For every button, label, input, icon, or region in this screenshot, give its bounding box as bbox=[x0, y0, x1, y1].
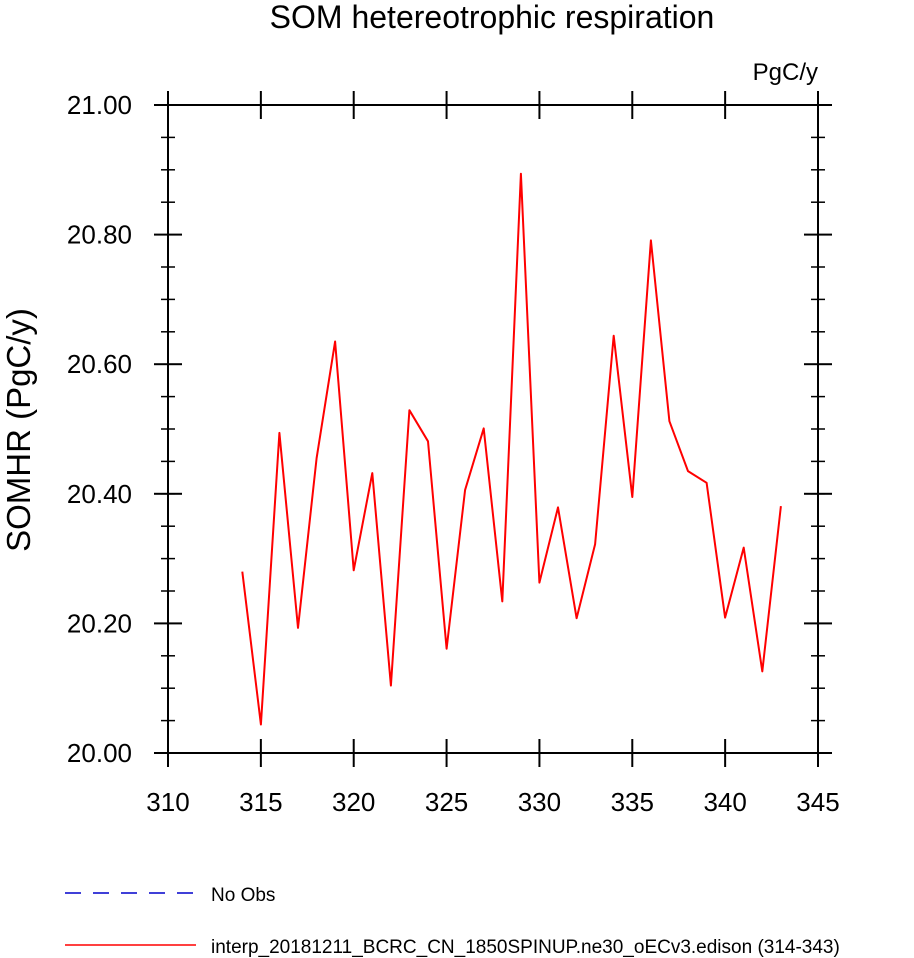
x-tick-label: 310 bbox=[146, 787, 189, 817]
legend-label: interp_20181211_BCRC_CN_1850SPINUP.ne30_… bbox=[211, 937, 840, 958]
x-tick-label: 325 bbox=[425, 787, 468, 817]
y-tick-label: 20.80 bbox=[67, 220, 132, 250]
chart-title: SOM hetereotrophic respiration bbox=[270, 0, 715, 35]
x-tick-label: 345 bbox=[796, 787, 839, 817]
x-tick-label: 335 bbox=[611, 787, 654, 817]
tick-labels: 310 315 320 325 330 335 340 345 20.00 20.20 20.40 2… bbox=[67, 90, 840, 817]
series-line bbox=[241, 172, 782, 726]
y-axis-label: SOMHR (PgC/y) bbox=[0, 308, 37, 552]
units-label: PgC/y bbox=[753, 59, 818, 86]
y-tick-label: 21.00 bbox=[67, 90, 132, 120]
axis-ticks bbox=[154, 91, 832, 767]
y-tick-label: 20.20 bbox=[67, 608, 132, 638]
y-tick-label: 20.00 bbox=[67, 738, 132, 768]
y-tick-label: 20.40 bbox=[67, 479, 132, 509]
legend-label: No Obs bbox=[211, 885, 275, 906]
x-tick-label: 330 bbox=[518, 787, 561, 817]
series-group bbox=[241, 172, 782, 726]
legend: No Obs interp_20181211_BCRC_CN_1850SPINUP… bbox=[65, 885, 840, 958]
y-tick-label: 20.60 bbox=[67, 349, 132, 379]
x-tick-label: 315 bbox=[239, 787, 282, 817]
x-tick-label: 320 bbox=[332, 787, 375, 817]
x-tick-label: 340 bbox=[703, 787, 746, 817]
